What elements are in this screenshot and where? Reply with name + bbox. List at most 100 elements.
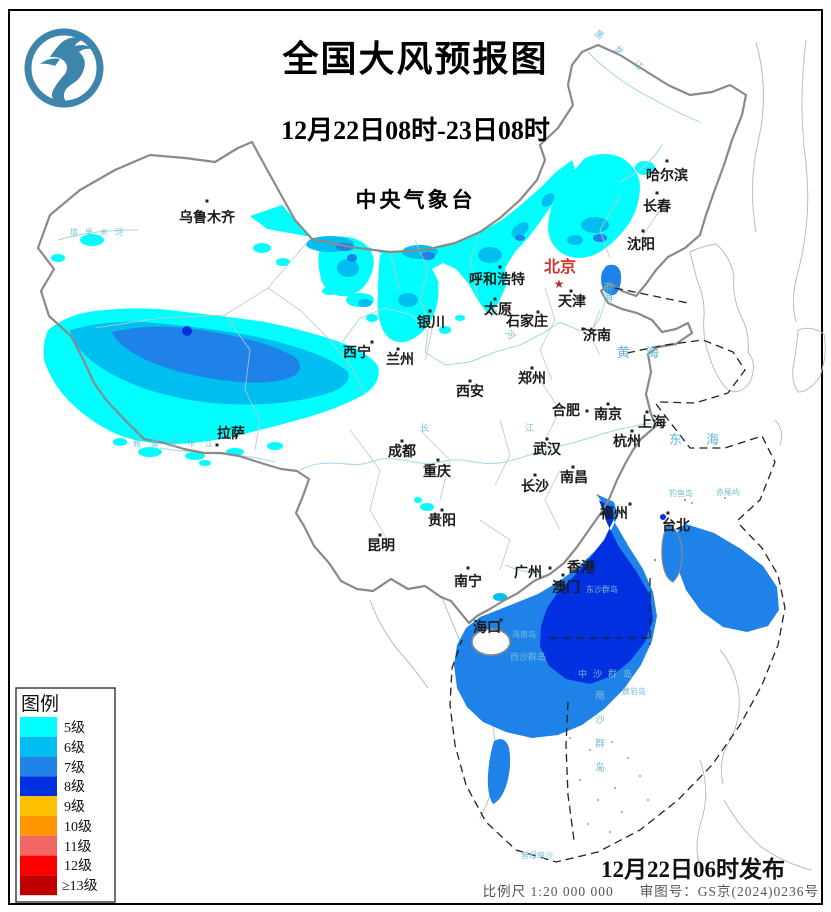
city-label: 广州 <box>514 564 542 581</box>
river-label-yaluzangbu: 雅鲁藏布江 <box>133 438 223 448</box>
city-label: 重庆 <box>423 463 451 480</box>
city-label: 石家庄 <box>505 313 548 330</box>
city-markers <box>205 159 670 622</box>
wind-area-level5-speck <box>80 234 104 246</box>
wind-area-level5-speck <box>113 438 127 446</box>
city-label: 长春 <box>643 198 672 215</box>
sea-label-donghai: 东海 <box>669 432 743 447</box>
city-label: 南京 <box>594 406 622 423</box>
island-label-diaoyudao: 钓鱼岛 <box>669 488 693 498</box>
province-borders <box>94 195 661 571</box>
city-label: 南宁 <box>454 573 482 590</box>
city-labels: 乌鲁木齐 哈尔滨 长春 沈阳 天津 呼和浩特 太原 石家庄 济南 银川 兰州 西… <box>179 167 690 636</box>
city-label: 银川 <box>417 314 445 331</box>
city-label: 拉萨 <box>217 425 245 442</box>
city-label: 昆明 <box>367 538 395 554</box>
wind-area-level5-speck <box>51 254 65 262</box>
approval-number: 审图号：GS京(2024)0236号 <box>639 884 819 899</box>
island-label-huangyandao: 黄岩岛 <box>622 686 646 696</box>
legend-swatch <box>20 756 57 777</box>
island-label-zengmuansha: 曾母暗沙 <box>521 850 553 860</box>
legend-label: ≥13级 <box>62 878 98 894</box>
legend-swatch <box>20 776 57 797</box>
island-label-zhongsha: 中沙群岛 <box>578 668 638 679</box>
legend-swatch <box>20 835 57 856</box>
wind-area-level5-speck <box>366 314 378 322</box>
wind-area-level5-guizhou <box>420 503 434 511</box>
city-label: 乌鲁木齐 <box>179 209 236 226</box>
sea-label-huanghai: 黄海 <box>617 345 675 360</box>
city-label: 贵阳 <box>428 512 456 529</box>
island-label-nansha: 南沙群岛 <box>593 689 605 786</box>
wind-area-level5-speck <box>253 243 271 253</box>
legend-swatch <box>20 717 57 737</box>
hainan-island <box>471 628 511 656</box>
agency-name: 中央气象台 <box>355 188 476 212</box>
legend-label: 7级 <box>64 760 85 776</box>
wind-area-level5-speck <box>455 315 465 321</box>
wind-area-level5-speck <box>185 452 205 460</box>
legend-label: 10级 <box>64 819 92 835</box>
river-label-changjiang: 长江 <box>420 422 630 433</box>
city-label: 海口 <box>473 619 501 636</box>
legend: 图例 5级 6级 7级 8级 9级 10级 11级 12级 ≥13级 <box>15 687 116 903</box>
legend-label: 5级 <box>64 720 85 736</box>
scale-text: 比例尺 1:20 000 000 <box>482 884 614 899</box>
capital-label: 北京 <box>544 257 576 276</box>
city-label: 西宁 <box>343 344 371 361</box>
city-label: 杭州 <box>613 433 641 450</box>
island-label-xisha: 西沙群岛 <box>510 651 546 662</box>
geo-labels: 渤海 黄海 东海 钓鱼岛 赤尾屿 海南岛 西沙群岛 中沙群岛 黄岩岛 南沙群岛 … <box>70 27 743 860</box>
wind-area-level5-speck <box>322 287 338 295</box>
island-label-chiweiyu: 赤尾屿 <box>716 488 740 497</box>
legend-title: 图例 <box>21 693 59 715</box>
legend-swatch <box>20 816 57 836</box>
legend-label: 11级 <box>64 839 91 855</box>
city-label: 济南 <box>583 327 611 344</box>
city-label: 武汉 <box>533 441 562 458</box>
legend-swatch <box>20 855 57 876</box>
page-title: 全国大风预报图 <box>282 39 549 79</box>
legend-swatch <box>20 875 57 896</box>
maritime-dashed-lines <box>449 287 786 863</box>
city-label: 台北 <box>662 517 690 534</box>
cma-dragon-icon <box>24 28 104 108</box>
island-label-hainandao: 海南岛 <box>512 629 536 639</box>
wind-area-level5-speck <box>138 447 162 457</box>
legend-label: 8级 <box>64 779 85 795</box>
taiwan-island <box>661 523 683 583</box>
wind-area-level5-north-band <box>250 160 576 313</box>
forecast-period: 12月22日08时-23日08时 <box>281 116 550 145</box>
beijing-star-icon: ★ <box>554 277 565 291</box>
river-label-talimuhe: 塔里木河 <box>70 227 130 237</box>
wind-area-level5-speck <box>276 258 290 266</box>
issue-time: 12月22日06时发布 <box>601 857 785 882</box>
wind-area-level5-speck <box>635 161 655 175</box>
wind-area-level5-speck <box>267 442 283 450</box>
city-label: 南昌 <box>560 469 588 486</box>
city-label: 太原 <box>484 301 512 318</box>
city-label: 福州 <box>599 505 628 522</box>
city-label: 沈阳 <box>627 236 655 253</box>
wind-area-level5-northeast <box>548 154 640 258</box>
city-label: 兰州 <box>386 351 414 368</box>
legend-swatch <box>20 736 57 757</box>
city-label: 上海 <box>638 414 666 431</box>
wind-area-level5-speck <box>439 326 451 334</box>
wind-area-level5-speck <box>414 497 422 503</box>
legend-label: 9级 <box>64 799 85 815</box>
cma-logo <box>22 26 106 115</box>
islet-dots <box>569 497 726 833</box>
city-label: 郑州 <box>518 370 546 387</box>
legend-label: 6级 <box>64 740 85 756</box>
city-label: 成都 <box>388 443 416 460</box>
legend-swatch <box>20 796 57 816</box>
legend-label: 12级 <box>64 858 92 874</box>
city-label: 合肥 <box>552 402 580 419</box>
sea-label-bohai: 渤海 <box>601 281 613 303</box>
city-label: 西安 <box>456 383 484 400</box>
map-scale-line: 比例尺 1:20 000 000 审图号：GS京(2024)0236号 <box>483 880 819 900</box>
island-label-dongsha: 东沙群岛 <box>586 584 618 594</box>
